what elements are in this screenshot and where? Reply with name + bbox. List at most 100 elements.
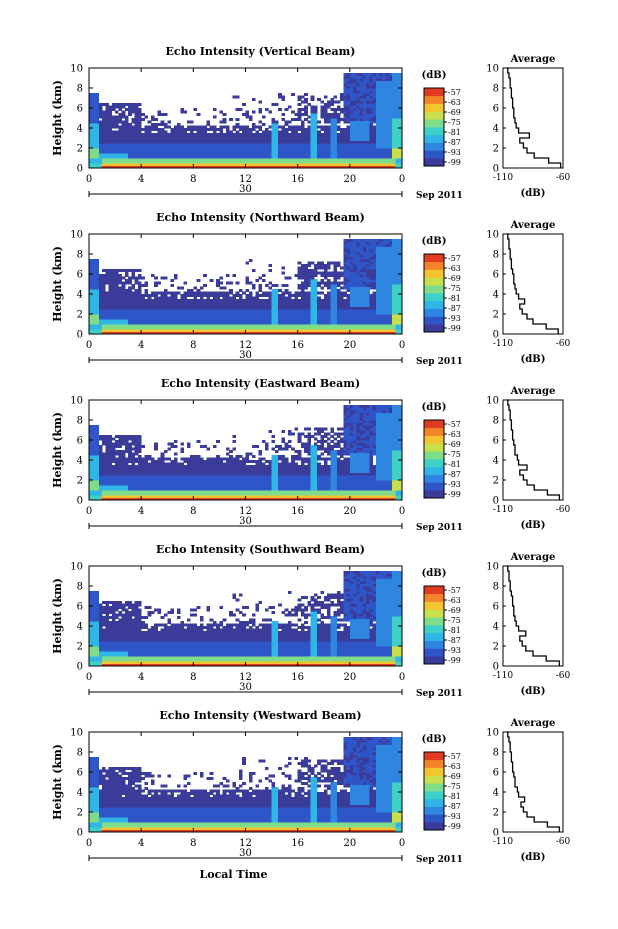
heatmap-cell	[183, 321, 188, 325]
heatmap-cell	[294, 155, 299, 159]
heatmap-cell	[242, 316, 246, 320]
heatmap-cell	[137, 120, 142, 124]
heatmap-cell	[372, 155, 377, 159]
heatmap-cell	[245, 279, 250, 282]
heatmap-cell	[245, 130, 250, 134]
heatmap-cell	[359, 145, 364, 149]
heatmap-cell	[392, 145, 396, 149]
heatmap-cell	[349, 264, 354, 267]
heatmap-cell	[157, 316, 162, 320]
heatmap-cell	[193, 306, 197, 310]
heatmap-cell	[216, 281, 220, 285]
heatmap-cell	[395, 118, 400, 121]
y-tick-label: 0	[77, 164, 83, 175]
heatmap-cell	[392, 75, 396, 79]
heatmap-cell	[229, 304, 233, 307]
heatmap-cell	[359, 155, 364, 159]
heatmap-cell	[382, 276, 387, 280]
heatmap-cell	[353, 123, 357, 126]
heatmap-cell	[180, 133, 184, 136]
heatmap-cell	[108, 153, 113, 156]
x-tick-label: 20	[343, 174, 356, 185]
heatmap-cell	[304, 160, 308, 164]
heatmap-cell	[157, 123, 162, 126]
heatmap-cell	[392, 271, 396, 275]
heatmap-cell	[216, 329, 220, 332]
heatmap-cell	[199, 319, 204, 322]
heatmap-cell	[242, 113, 246, 116]
heatmap-cell	[291, 311, 295, 315]
heatmap-cell	[111, 133, 116, 136]
heatmap-cell	[392, 95, 396, 99]
heatmap-cell	[353, 83, 357, 86]
heatmap-cell	[307, 269, 312, 272]
heatmap-cell	[375, 269, 380, 272]
heatmap-cell	[382, 115, 387, 119]
heatmap-cell	[121, 299, 126, 302]
heatmap-cell	[287, 133, 292, 136]
heatmap-cell	[359, 304, 364, 307]
heatmap-cell	[160, 316, 165, 320]
heatmap-cell	[375, 271, 380, 275]
heatmap-cell	[369, 271, 374, 275]
heatmap-cell	[278, 95, 282, 99]
heatmap-cell	[313, 279, 318, 282]
heatmap-cell	[92, 311, 96, 315]
heatmap-cell	[245, 165, 250, 169]
heatmap-cell	[359, 133, 364, 136]
heatmap-cell	[160, 311, 165, 315]
heatmap-cell	[362, 299, 367, 302]
heatmap-cell	[336, 163, 341, 166]
heatmap-cell	[89, 118, 93, 121]
heatmap-cell	[157, 140, 162, 144]
heatmap-cell	[160, 301, 165, 305]
heatmap-cell	[375, 115, 380, 119]
heatmap-cell	[157, 110, 162, 114]
heatmap-cell	[274, 324, 279, 327]
heatmap-cell	[229, 306, 233, 310]
heatmap-cell	[92, 269, 96, 272]
heatmap-cell	[131, 296, 136, 300]
heatmap-cell	[258, 299, 263, 302]
heatmap-cell	[206, 120, 211, 124]
heatmap-cell	[343, 75, 347, 79]
heatmap-cell	[398, 314, 403, 317]
heatmap-cell	[385, 90, 390, 94]
heatmap-cell	[346, 266, 351, 270]
heatmap-cell	[398, 78, 403, 81]
heatmap-cell	[173, 294, 178, 297]
heatmap-cell	[291, 299, 295, 302]
heatmap-cell	[196, 158, 201, 161]
heatmap-cell	[95, 430, 100, 433]
heatmap-cell	[333, 125, 338, 129]
heatmap-cell	[255, 314, 259, 317]
heatmap-cell	[170, 324, 175, 327]
heatmap-cell	[92, 490, 96, 493]
heatmap-cell	[375, 138, 380, 141]
heatmap-cell	[274, 284, 279, 287]
heatmap-cell	[222, 135, 227, 139]
heatmap-cell	[271, 130, 276, 134]
avg-y-tick-label: 4	[493, 124, 499, 135]
heatmap-cell	[235, 140, 240, 144]
heatmap-cell	[327, 150, 331, 154]
heatmap-cell	[105, 470, 109, 473]
heatmap-cell	[379, 80, 383, 84]
heatmap-cell	[108, 329, 113, 332]
heatmap-cell	[291, 145, 295, 149]
heatmap-cell	[284, 120, 289, 124]
heatmap-cell	[343, 299, 347, 302]
heatmap-cell	[327, 163, 331, 166]
heatmap-cell	[89, 289, 93, 292]
heatmap-cell	[92, 155, 96, 159]
heatmap-cell	[134, 118, 139, 121]
heatmap-cell	[219, 135, 224, 139]
heatmap-cell	[320, 309, 325, 312]
heatmap-cell	[366, 113, 370, 116]
heatmap-cell	[216, 150, 220, 154]
heatmap-cell	[157, 281, 162, 285]
heatmap-cell	[92, 435, 96, 438]
heatmap-cell	[291, 304, 295, 307]
heatmap-cell	[343, 120, 347, 124]
heatmap-cell	[382, 266, 387, 270]
